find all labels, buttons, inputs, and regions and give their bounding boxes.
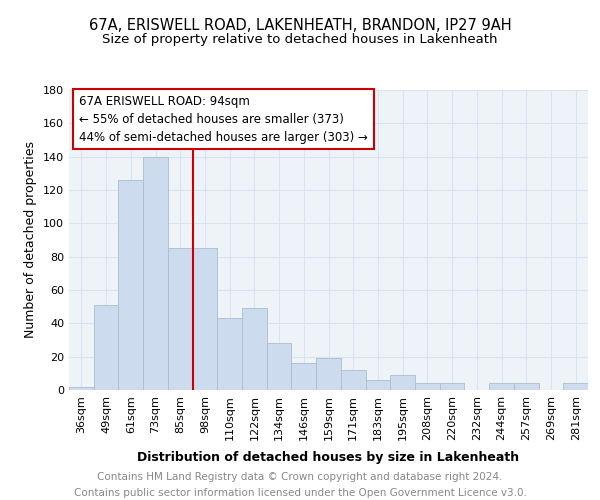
Text: Contains HM Land Registry data © Crown copyright and database right 2024.: Contains HM Land Registry data © Crown c…: [97, 472, 503, 482]
Y-axis label: Number of detached properties: Number of detached properties: [25, 142, 37, 338]
Bar: [489, 384, 514, 390]
Bar: [267, 344, 292, 390]
Bar: [563, 384, 588, 390]
Bar: [193, 248, 217, 390]
Bar: [514, 384, 539, 390]
Text: 67A ERISWELL ROAD: 94sqm
← 55% of detached houses are smaller (373)
44% of semi-: 67A ERISWELL ROAD: 94sqm ← 55% of detach…: [79, 94, 368, 144]
Text: 67A, ERISWELL ROAD, LAKENHEATH, BRANDON, IP27 9AH: 67A, ERISWELL ROAD, LAKENHEATH, BRANDON,…: [89, 18, 511, 32]
Text: Contains public sector information licensed under the Open Government Licence v3: Contains public sector information licen…: [74, 488, 526, 498]
Bar: [168, 248, 193, 390]
Bar: [415, 384, 440, 390]
Bar: [292, 364, 316, 390]
Bar: [316, 358, 341, 390]
Bar: [440, 384, 464, 390]
Bar: [365, 380, 390, 390]
Bar: [390, 375, 415, 390]
Bar: [118, 180, 143, 390]
X-axis label: Distribution of detached houses by size in Lakenheath: Distribution of detached houses by size …: [137, 451, 520, 464]
Bar: [242, 308, 267, 390]
Text: Size of property relative to detached houses in Lakenheath: Size of property relative to detached ho…: [102, 32, 498, 46]
Bar: [341, 370, 365, 390]
Bar: [94, 305, 118, 390]
Bar: [217, 318, 242, 390]
Bar: [69, 386, 94, 390]
Bar: [143, 156, 168, 390]
